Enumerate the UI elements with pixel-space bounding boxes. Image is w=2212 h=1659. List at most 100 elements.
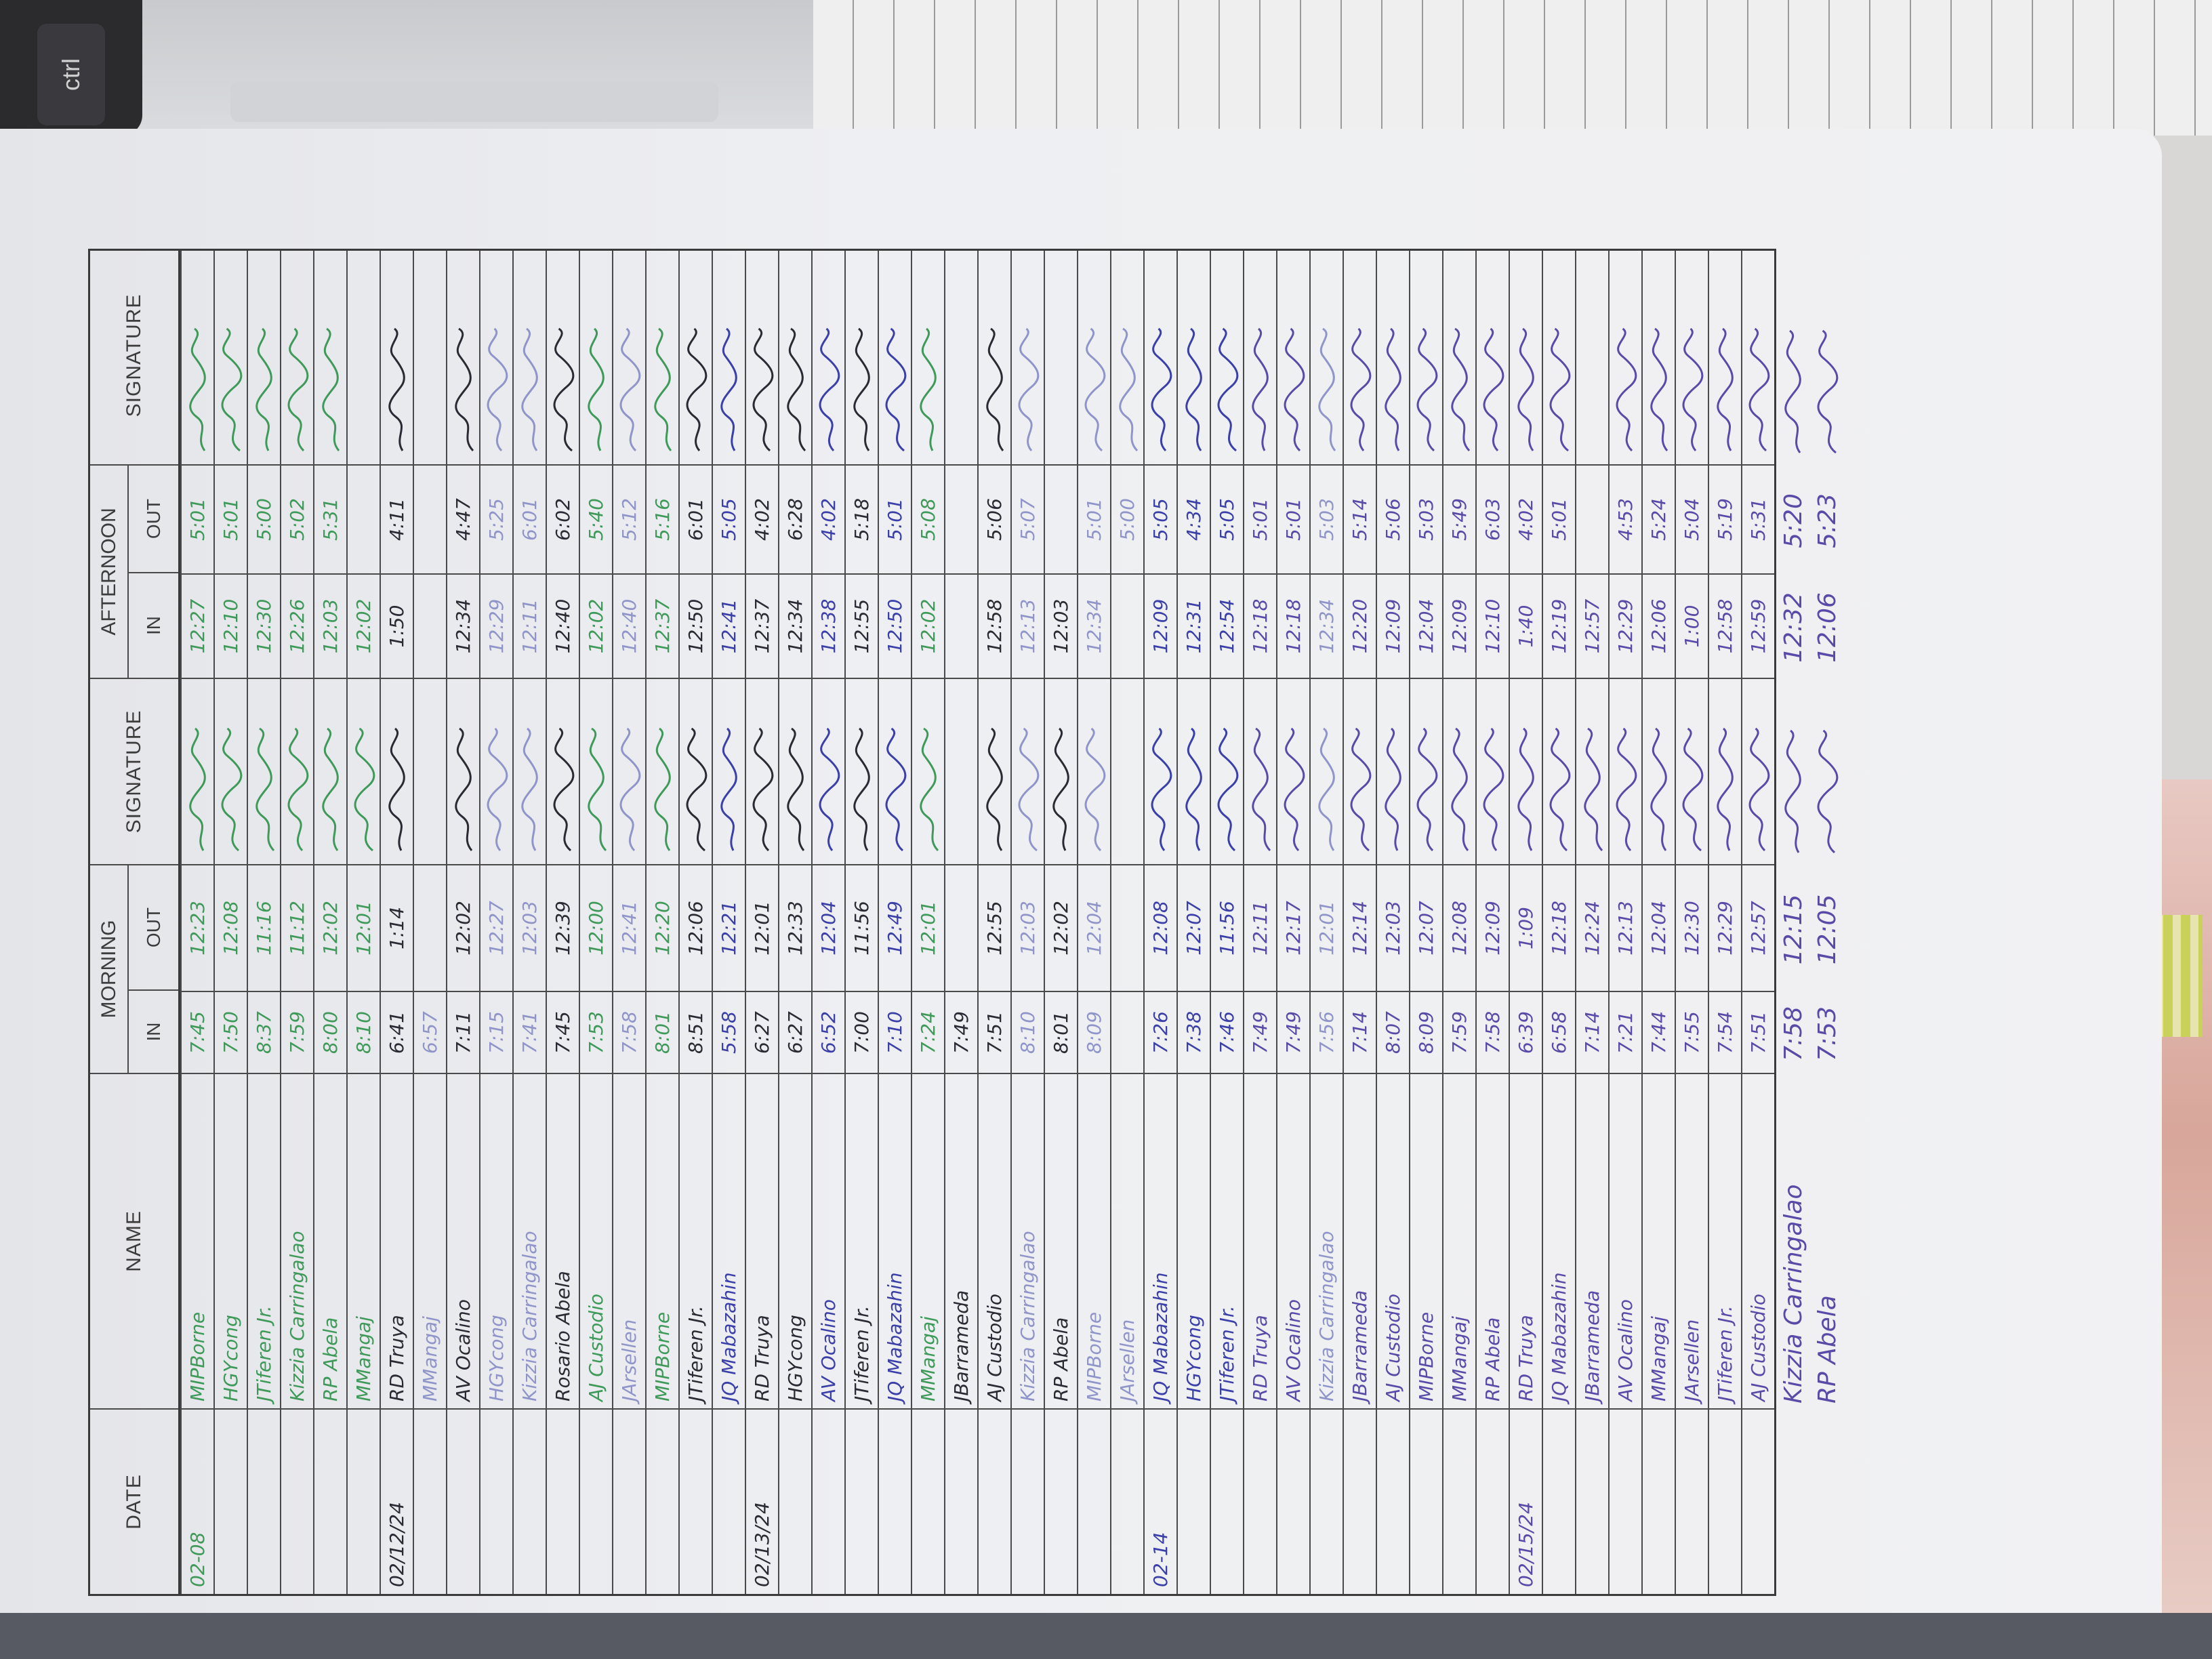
table-row: RP Abela 8:01 12:02 12:03 bbox=[1044, 251, 1077, 1594]
name-cell: MMangaj bbox=[348, 1073, 380, 1408]
table-row: AV Ocalino 7:21 12:13 12:29 4:53 bbox=[1608, 251, 1641, 1594]
signature-mark bbox=[1517, 727, 1534, 851]
morning-in-cell: 7:41 bbox=[514, 991, 546, 1073]
afternoon-signature-cell bbox=[1543, 247, 1575, 464]
name-cell: JTiferen Jr. bbox=[248, 1073, 280, 1408]
name-cell: Kizzia Carringalao bbox=[1012, 1073, 1044, 1408]
afternoon-signature-cell bbox=[746, 247, 778, 464]
date-cell bbox=[779, 1408, 811, 1594]
morning-out-cell: 12:15 bbox=[1779, 894, 1807, 965]
date-cell bbox=[248, 1408, 280, 1594]
morning-out-cell: 12:55 bbox=[979, 864, 1010, 991]
afternoon-signature-cell bbox=[215, 247, 247, 464]
table-row: Kizzia Carringalao 7:56 12:01 12:34 5:03 bbox=[1309, 251, 1343, 1594]
signature-mark bbox=[1716, 327, 1734, 451]
morning-out-cell: 12:41 bbox=[613, 864, 645, 991]
keyboard: ctrl bbox=[0, 0, 142, 136]
header-morning-signature: SIGNATURE bbox=[90, 678, 178, 864]
date-cell: 02/12/24 bbox=[381, 1408, 413, 1594]
name-cell: RP Abela bbox=[314, 1073, 346, 1408]
afternoon-signature-cell bbox=[381, 247, 413, 464]
name-cell: JQ Mabazahin bbox=[1543, 1073, 1575, 1408]
afternoon-in-cell: 12:18 bbox=[1277, 573, 1309, 678]
signature-mark bbox=[1583, 727, 1603, 852]
signature-mark bbox=[752, 327, 773, 452]
morning-in-cell: 7:59 bbox=[281, 991, 313, 1073]
afternoon-out-cell: 5:24 bbox=[1643, 464, 1675, 573]
afternoon-in-cell: 12:27 bbox=[182, 573, 213, 678]
name-cell: JArsellen bbox=[1676, 1073, 1708, 1408]
afternoon-out-cell: 6:28 bbox=[779, 464, 811, 573]
afternoon-signature-cell bbox=[1709, 247, 1741, 464]
name-cell: JTiferen Jr. bbox=[1709, 1073, 1741, 1408]
signature-mark bbox=[1549, 727, 1570, 852]
morning-out-cell: 12:27 bbox=[480, 864, 512, 991]
signature-mark bbox=[1350, 727, 1371, 852]
morning-out-cell: 12:30 bbox=[1676, 864, 1708, 991]
signature-mark bbox=[1748, 327, 1769, 452]
morning-signature-cell bbox=[1178, 678, 1210, 864]
name-cell: JQ Mabazahin bbox=[879, 1073, 911, 1408]
desk-edge bbox=[0, 1613, 2212, 1659]
afternoon-out-cell: 5:05 bbox=[1211, 464, 1243, 573]
signature-mark bbox=[1650, 327, 1668, 451]
date-cell bbox=[912, 1408, 944, 1594]
signature-mark bbox=[553, 727, 574, 852]
morning-signature-cell bbox=[945, 678, 977, 864]
afternoon-in-cell: 12:34 bbox=[1311, 573, 1343, 678]
morning-in-cell: 7:24 bbox=[912, 991, 944, 1073]
afternoon-out-cell: 5:18 bbox=[846, 464, 878, 573]
signature-mark bbox=[786, 727, 804, 851]
table-row: MIPBorne 8:09 12:04 12:34 5:01 bbox=[1077, 251, 1110, 1594]
morning-signature-cell bbox=[613, 678, 645, 864]
signature-mark bbox=[1416, 727, 1437, 852]
morning-signature-cell bbox=[1078, 678, 1110, 864]
morning-signature-cell bbox=[813, 678, 844, 864]
afternoon-signature-cell bbox=[1477, 247, 1509, 464]
signature-mark bbox=[1748, 727, 1769, 852]
morning-out-cell: 12:05 bbox=[1813, 894, 1841, 965]
header-name: NAME bbox=[90, 1073, 178, 1408]
afternoon-in-cell: 12:29 bbox=[480, 573, 512, 678]
name-cell: RP Abela bbox=[1477, 1073, 1509, 1408]
table-row: 02/15/24 RD Truya 6:39 1:09 1:40 4:02 bbox=[1509, 251, 1542, 1594]
signature-mark bbox=[653, 727, 671, 851]
afternoon-signature-cell bbox=[447, 247, 479, 464]
signature-mark bbox=[553, 327, 574, 452]
morning-in-cell: 7:44 bbox=[1643, 991, 1675, 1073]
table-row: JTiferen Jr. 8:37 11:16 12:30 5:00 bbox=[247, 251, 280, 1594]
morning-signature-cell bbox=[1576, 678, 1608, 864]
afternoon-out-cell: 4:02 bbox=[746, 464, 778, 573]
afternoon-in-cell: 12:57 bbox=[1576, 573, 1608, 678]
afternoon-in-cell: 12:26 bbox=[281, 573, 313, 678]
name-cell: MIPBorne bbox=[182, 1073, 213, 1408]
date-cell: 02-08 bbox=[182, 1408, 213, 1594]
date-cell bbox=[1311, 1408, 1343, 1594]
date-cell bbox=[680, 1408, 712, 1594]
signature-mark bbox=[1284, 727, 1305, 852]
afternoon-signature-cell bbox=[1145, 247, 1176, 464]
name-cell: Kizzia Carringalao bbox=[1311, 1073, 1343, 1408]
name-cell: Kizzia Carringalao bbox=[514, 1073, 546, 1408]
afternoon-signature-cell bbox=[1045, 247, 1077, 464]
name-cell: JBarrameda bbox=[945, 1073, 977, 1408]
morning-out-cell: 12:21 bbox=[713, 864, 745, 991]
name-cell: HGYcong bbox=[1178, 1073, 1210, 1408]
morning-in-cell: 8:10 bbox=[1012, 991, 1044, 1073]
afternoon-signature-cell bbox=[647, 247, 678, 464]
afternoon-out-cell: 5:31 bbox=[314, 464, 346, 573]
table-row: JQ Mabazahin 5:58 12:21 12:41 5:05 bbox=[712, 251, 745, 1594]
name-cell: AV Ocalino bbox=[1277, 1073, 1309, 1408]
afternoon-out-cell: 4:11 bbox=[381, 464, 413, 573]
afternoon-signature-cell bbox=[1443, 247, 1475, 464]
signature-mark bbox=[686, 727, 707, 852]
name-cell: RP Abela bbox=[1045, 1073, 1077, 1408]
morning-in-cell: 6:41 bbox=[381, 991, 413, 1073]
morning-in-cell: 7:50 bbox=[215, 991, 247, 1073]
morning-signature-cell bbox=[1111, 678, 1143, 864]
morning-in-cell: 7:58 bbox=[613, 991, 645, 1073]
name-cell: JQ Mabazahin bbox=[1145, 1073, 1176, 1408]
morning-out-cell: 11:12 bbox=[281, 864, 313, 991]
signature-mark bbox=[686, 327, 707, 451]
afternoon-in-cell: 12:38 bbox=[813, 573, 844, 678]
